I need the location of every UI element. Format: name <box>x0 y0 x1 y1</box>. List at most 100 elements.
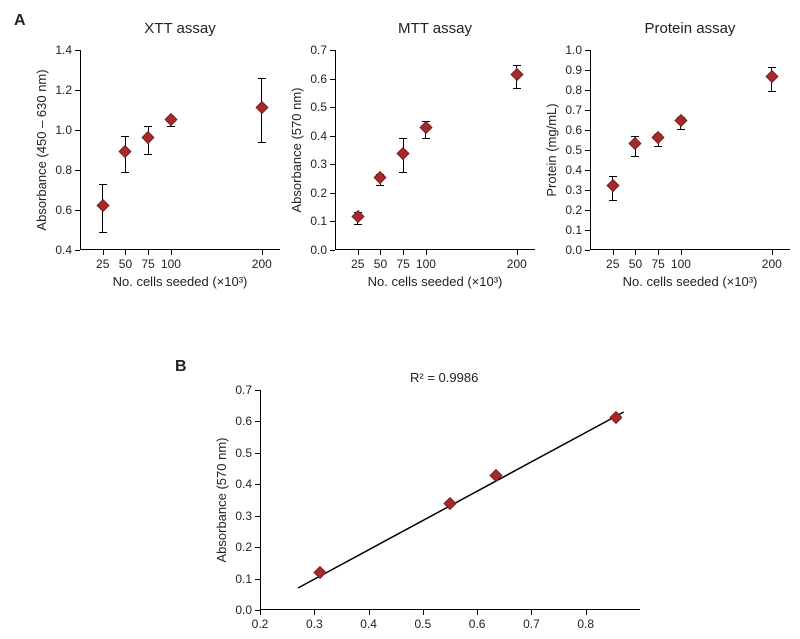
y-tick <box>330 250 335 251</box>
x-tick-label: 200 <box>247 258 277 270</box>
error-cap <box>399 172 407 173</box>
y-axis <box>80 50 81 250</box>
plot-area: 0.00.10.20.30.40.50.60.70.20.30.40.50.60… <box>260 390 640 610</box>
y-tick <box>75 250 80 251</box>
figure-page: A B 0.40.60.81.01.21.4255075100200 XTT as… <box>0 0 800 639</box>
error-bar <box>635 136 636 156</box>
error-bar <box>125 136 126 172</box>
panel-label-a: A <box>14 12 26 30</box>
error-cap <box>422 138 430 139</box>
x-tick <box>477 610 478 615</box>
x-tick <box>772 250 773 255</box>
x-tick <box>681 250 682 255</box>
error-bar <box>170 118 171 126</box>
plot-area: 0.00.10.20.30.40.50.60.7255075100200 <box>335 50 535 250</box>
plot-area: 0.40.60.81.01.21.4255075100200 <box>80 50 280 250</box>
error-bar <box>680 117 681 129</box>
x-axis <box>590 249 790 250</box>
error-cap <box>167 126 175 127</box>
error-cap <box>144 154 152 155</box>
x-tick <box>358 250 359 255</box>
y-tick <box>75 50 80 51</box>
error-cap <box>677 117 685 118</box>
y-tick <box>585 70 590 71</box>
x-tick <box>613 250 614 255</box>
error-cap <box>121 136 129 137</box>
y-tick <box>585 230 590 231</box>
x-tick <box>635 250 636 255</box>
data-point <box>419 121 433 140</box>
chart-protein: 0.00.10.20.30.40.50.60.70.80.91.02550751… <box>590 50 790 250</box>
data-point <box>674 114 688 133</box>
error-cap <box>609 176 617 177</box>
error-cap <box>513 65 521 66</box>
error-cap <box>677 129 685 130</box>
error-cap <box>631 136 639 137</box>
y-tick <box>585 250 590 251</box>
x-tick <box>586 610 587 615</box>
x-tick-label: 200 <box>502 258 532 270</box>
error-cap <box>422 121 430 122</box>
y-tick <box>330 164 335 165</box>
x-tick <box>103 250 104 255</box>
error-bar <box>425 121 426 138</box>
y-tick <box>330 221 335 222</box>
y-tick <box>585 210 590 211</box>
x-tick <box>423 610 424 615</box>
error-bar <box>380 174 381 185</box>
chart-corr: 0.00.10.20.30.40.50.60.70.20.30.40.50.60… <box>260 390 640 610</box>
x-tick-label: 0.7 <box>516 618 546 630</box>
x-tick <box>262 250 263 255</box>
data-point <box>119 145 133 164</box>
error-cap <box>513 88 521 89</box>
y-axis-label: Absorbance (570 nm) <box>289 50 304 250</box>
error-cap <box>99 232 107 233</box>
y-tick <box>585 50 590 51</box>
y-tick <box>585 110 590 111</box>
x-tick-label: 0.2 <box>245 618 275 630</box>
y-axis <box>335 50 336 250</box>
data-point <box>255 101 269 120</box>
panel-label-b: B <box>175 358 187 376</box>
x-axis-label: No. cells seeded (×10³) <box>335 274 535 289</box>
x-tick <box>148 250 149 255</box>
x-tick <box>260 610 261 615</box>
error-cap <box>144 126 152 127</box>
data-point <box>396 146 410 165</box>
error-cap <box>376 174 384 175</box>
data-point <box>374 171 388 190</box>
x-tick <box>125 250 126 255</box>
data-point <box>651 131 665 150</box>
data-point <box>164 113 178 132</box>
error-bar <box>261 78 262 142</box>
error-cap <box>167 118 175 119</box>
error-cap <box>354 224 362 225</box>
x-axis <box>80 249 280 250</box>
x-axis-label: No. cells seeded (×10³) <box>590 274 790 289</box>
x-tick <box>403 250 404 255</box>
chart-title: Protein assay <box>590 20 790 37</box>
fit-line <box>260 390 640 610</box>
x-tick <box>517 250 518 255</box>
error-cap <box>768 67 776 68</box>
y-tick <box>75 90 80 91</box>
error-cap <box>631 156 639 157</box>
y-tick <box>585 90 590 91</box>
error-cap <box>654 146 662 147</box>
y-tick <box>330 79 335 80</box>
chart-title: XTT assay <box>80 20 280 37</box>
x-tick-label: 100 <box>156 258 186 270</box>
data-point <box>765 70 779 89</box>
chart-title: MTT assay <box>335 20 535 37</box>
y-tick <box>585 150 590 151</box>
x-tick <box>531 610 532 615</box>
x-tick <box>658 250 659 255</box>
y-tick <box>75 170 80 171</box>
data-point <box>96 199 110 218</box>
y-tick <box>330 193 335 194</box>
error-bar <box>516 66 517 89</box>
y-axis-label: Protein (mg/mL) <box>544 50 559 250</box>
error-bar <box>357 213 358 224</box>
error-bar <box>771 67 772 91</box>
y-axis-label: Absorbance (570 nm) <box>214 390 229 610</box>
